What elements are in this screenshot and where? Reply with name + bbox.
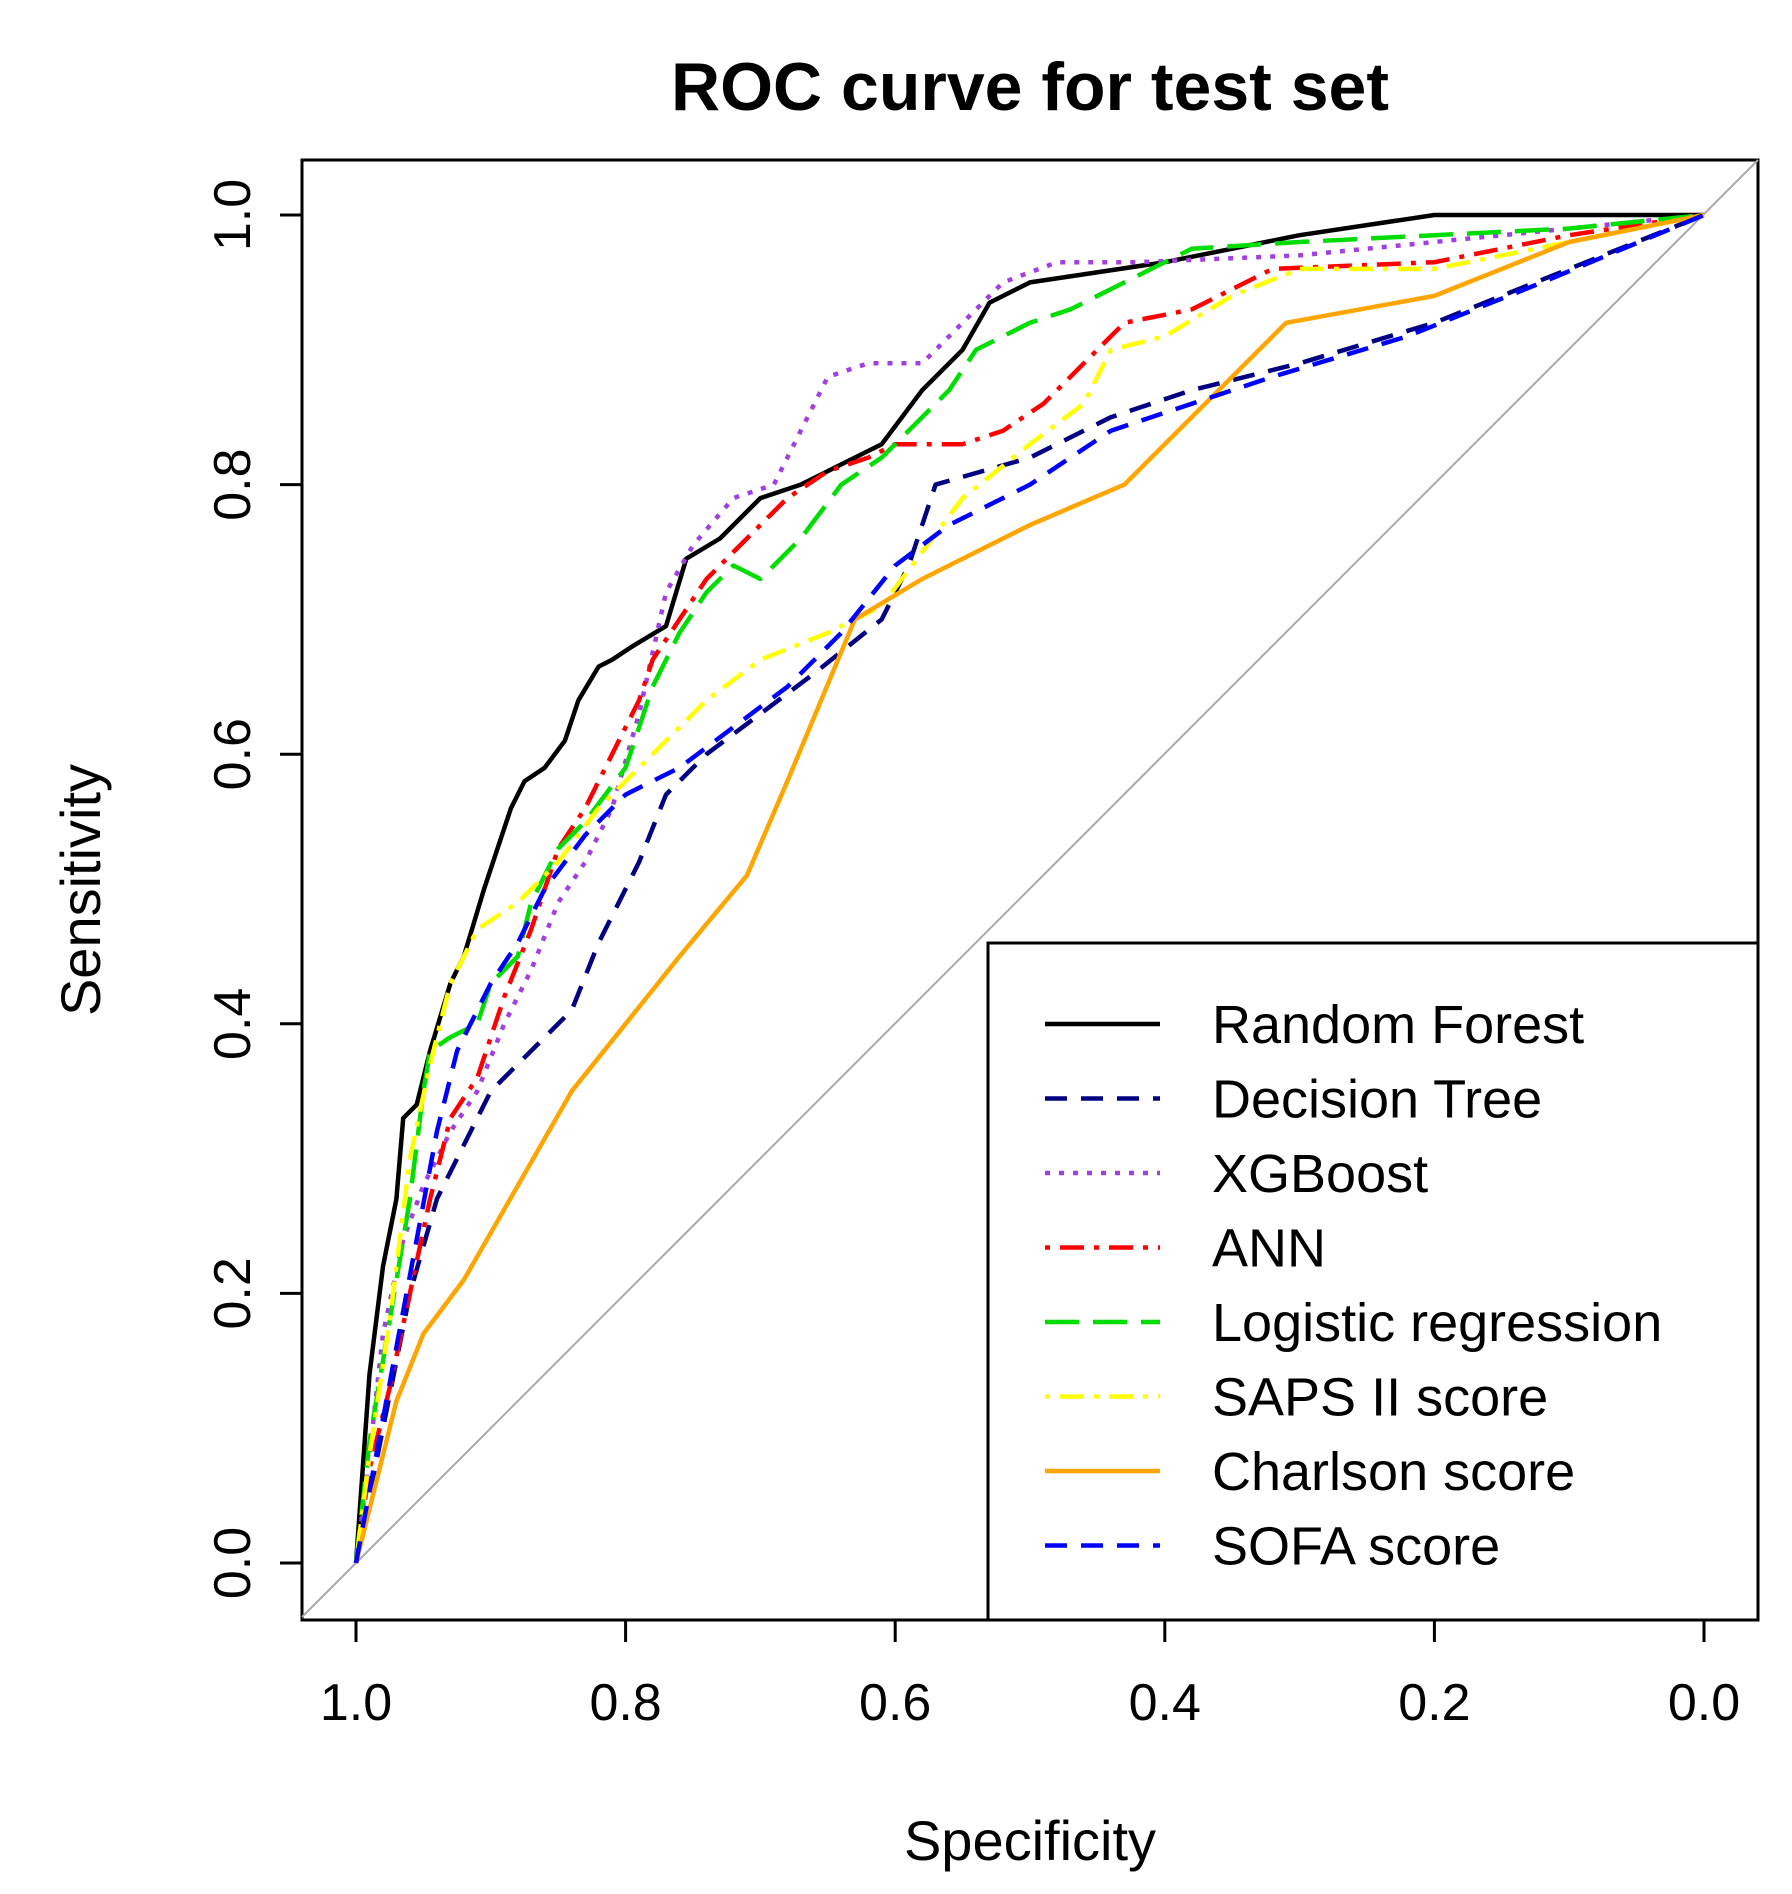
plot-area: 1.0 0.8 0.6 0.4 0.2 0.0 0.0 0.2 0.4 0.6 0.8 1.0 Rand… — [204, 158, 1760, 1732]
series-line-saps-ii-score — [353, 212, 1705, 1564]
series-line-ann — [353, 212, 1705, 1564]
y-tick-label: 0.6 — [204, 718, 262, 790]
legend-label: Decision Tree — [1212, 1070, 1542, 1130]
legend-label: Random Forest — [1212, 995, 1584, 1055]
reference-diagonal — [301, 159, 1759, 1618]
y-tick-label: 0.0 — [204, 1527, 262, 1599]
x-tick-label: 0.8 — [589, 1674, 661, 1732]
y-axis-label: Sensitivity — [49, 764, 112, 1016]
x-axis-label: Specificity — [904, 1809, 1156, 1872]
x-tick-label: 0.2 — [1398, 1674, 1470, 1732]
x-tick-label: 0.0 — [1668, 1674, 1740, 1732]
y-tick-label: 0.4 — [204, 988, 262, 1060]
x-tick-label: 0.6 — [859, 1674, 931, 1732]
y-tick-label: 0.2 — [204, 1257, 262, 1329]
legend-label: SOFA score — [1212, 1517, 1500, 1577]
series-line-logistic-regression — [353, 212, 1705, 1564]
series-line-decision-tree — [353, 212, 1705, 1564]
y-tick-label: 0.8 — [204, 448, 262, 520]
legend-box — [986, 941, 1760, 1622]
legend-label: XGBoost — [1212, 1144, 1428, 1204]
x-tick-label: 1.0 — [320, 1674, 392, 1732]
legend-label: ANN — [1212, 1219, 1326, 1279]
legend-label: Logistic regression — [1212, 1293, 1662, 1353]
chart-title: ROC curve for test set — [671, 49, 1389, 125]
y-tick-label: 1.0 — [204, 179, 262, 251]
legend-label: SAPS II score — [1212, 1368, 1548, 1428]
series-line-charlson-score — [353, 212, 1705, 1564]
legend-label: Charlson score — [1212, 1442, 1575, 1502]
x-tick-label: 0.4 — [1129, 1674, 1201, 1732]
